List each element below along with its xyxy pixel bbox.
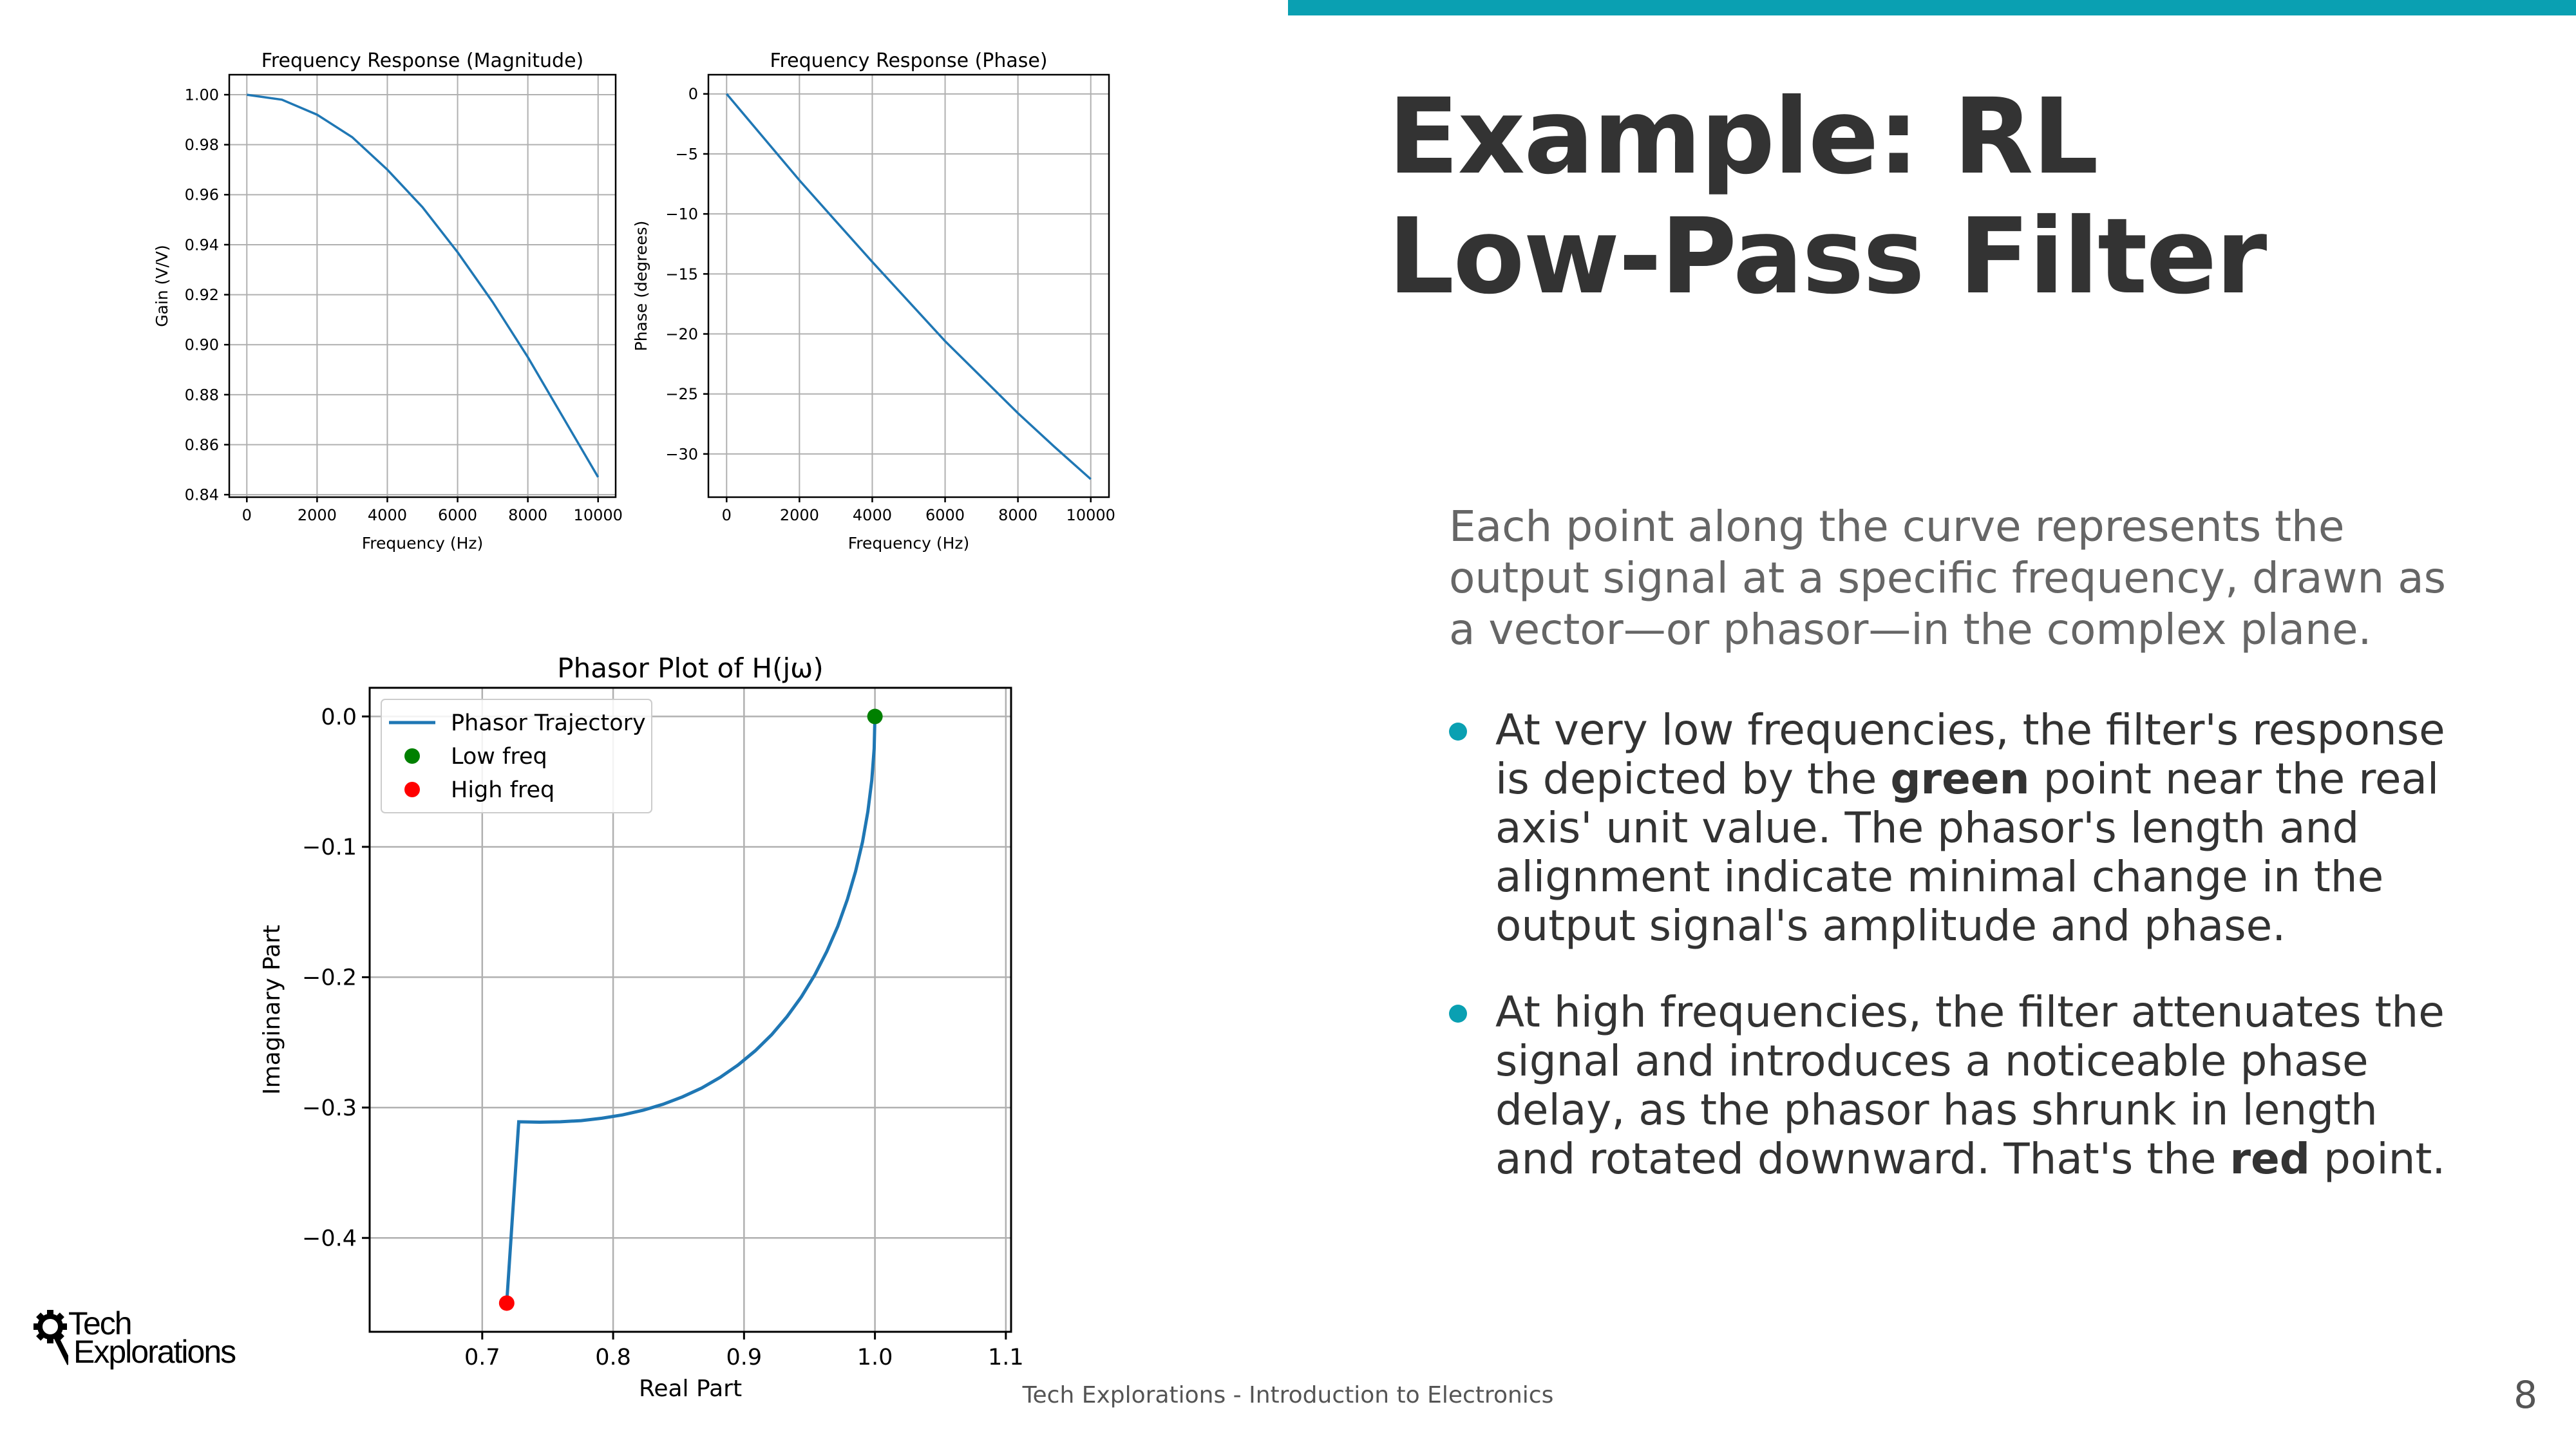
series-line <box>247 93 600 478</box>
phase-chart: Frequency Response (Phase) 0 2000 4000 6000 8… <box>632 50 1115 553</box>
bullet-dot-icon <box>1449 723 1467 741</box>
y-tick-label: 0.90 <box>185 336 219 354</box>
slide-title-line-1: Example: RL <box>1388 77 2099 198</box>
x-tick-label: 10000 <box>1066 506 1115 524</box>
phasor-chart: Phasor Plot of H(jω) 0.7 0.8 0.9 1.0 1.1 0.0 −0… <box>259 652 1024 1402</box>
y-tick-label: 0 <box>688 85 698 103</box>
footer-text: Tech Explorations - Introduction to Elec… <box>1022 1382 1554 1408</box>
y-tick-label: −30 <box>665 445 698 463</box>
x-axis-label: Frequency (Hz) <box>848 534 970 553</box>
bullet-high-frequency: At high frequencies, the filter attenuat… <box>1449 988 2454 1184</box>
slide-body: Each point along the curve represents th… <box>1449 501 2454 1221</box>
x-tick-label: 8000 <box>998 506 1037 524</box>
bullet-list: At very low frequencies, the filter's re… <box>1449 706 2454 1184</box>
bullet-bold-text: green <box>1890 754 2030 804</box>
intro-paragraph: Each point along the curve represents th… <box>1449 502 2447 654</box>
logo-text: Explorations <box>73 1334 236 1370</box>
x-tick-label: 0 <box>242 506 252 524</box>
legend-label: Low freq <box>451 744 547 770</box>
y-tick-label: −0.2 <box>302 965 357 991</box>
bullet-text: At very low frequencies, the filter's re… <box>1495 705 2445 804</box>
y-tick-label: −0.1 <box>302 835 357 860</box>
bullet-text: At high frequencies, the filter attenuat… <box>1495 987 2445 1184</box>
x-tick-label: 1.0 <box>857 1345 893 1370</box>
gear-icon <box>33 1310 68 1365</box>
x-tick-label: 6000 <box>925 506 965 524</box>
x-tick-label: 2000 <box>298 506 337 524</box>
y-tick-label: −15 <box>665 265 698 283</box>
slide-title: Example: RL Low-Pass Filter <box>1388 77 2521 317</box>
chart-title: Frequency Response (Magnitude) <box>261 50 583 72</box>
series-line <box>725 93 1092 480</box>
chart-title: Phasor Plot of H(jω) <box>557 652 823 684</box>
x-axis-label: Frequency (Hz) <box>362 534 484 553</box>
y-tick-label: 0.88 <box>185 386 219 404</box>
legend-label: Phasor Trajectory <box>451 710 646 736</box>
x-tick-label: 4000 <box>853 506 892 524</box>
y-tick-label: −20 <box>665 325 698 343</box>
y-tick-label: 0.84 <box>185 486 219 504</box>
magnitude-chart: Frequency Response (Magnitude) 0 2000 4000 6… <box>153 50 623 553</box>
plot-frame <box>228 73 617 498</box>
x-tick-label: 2000 <box>780 506 819 524</box>
series-line <box>505 716 877 1303</box>
tech-explorations-logo: Tech Explorations <box>33 1307 252 1372</box>
y-axis-label: Imaginary Part <box>259 925 285 1095</box>
x-tick-label: 4000 <box>368 506 407 524</box>
y-tick-label: 0.92 <box>185 286 219 304</box>
y-tick-label: 0.86 <box>185 436 219 454</box>
y-tick-label: 0.94 <box>185 236 219 254</box>
y-tick-label: 0.96 <box>185 186 219 204</box>
y-tick-label: −25 <box>665 385 698 403</box>
bullet-bold-text: red <box>2230 1134 2311 1184</box>
legend-marker <box>404 748 420 764</box>
bullet-low-frequency: At very low frequencies, the filter's re… <box>1449 706 2454 951</box>
legend-marker <box>404 782 420 797</box>
accent-bar <box>1288 0 2576 15</box>
x-tick-label: 1.1 <box>988 1345 1024 1370</box>
x-tick-label: 6000 <box>438 506 477 524</box>
x-tick-label: 0 <box>722 506 732 524</box>
bullet-dot-icon <box>1449 1005 1467 1023</box>
x-tick-label: 0.8 <box>595 1345 631 1370</box>
y-tick-label: −10 <box>665 205 698 223</box>
logo-text: Tech <box>68 1305 133 1341</box>
y-tick-label: 0.98 <box>185 136 219 154</box>
y-tick-label: 0.0 <box>321 705 357 730</box>
data-point <box>867 708 883 724</box>
y-tick-label: −0.4 <box>302 1226 357 1252</box>
y-tick-label: −0.3 <box>302 1095 357 1121</box>
bullet-text: point near the real axis' unit value. Th… <box>1495 754 2439 951</box>
x-tick-label: 8000 <box>508 506 547 524</box>
chart-title: Frequency Response (Phase) <box>770 50 1047 72</box>
x-axis-label: Real Part <box>639 1376 742 1402</box>
y-tick-label: 1.00 <box>185 86 219 104</box>
x-tick-label: 10000 <box>574 506 623 524</box>
plot-frame <box>368 687 1012 1333</box>
x-tick-label: 0.9 <box>726 1345 762 1370</box>
bullet-text: point. <box>2310 1134 2446 1184</box>
y-axis-label: Phase (degrees) <box>632 221 650 352</box>
legend-label: High freq <box>451 777 554 803</box>
plot-frame <box>707 73 1110 498</box>
x-tick-label: 0.7 <box>464 1345 500 1370</box>
y-axis-label: Gain (V/V) <box>153 245 171 327</box>
slide-title-line-2: Low-Pass Filter <box>1388 196 2267 317</box>
page-number: 8 <box>2514 1373 2537 1417</box>
y-tick-label: −5 <box>676 145 698 163</box>
data-point <box>498 1295 515 1311</box>
legend-box <box>381 699 652 813</box>
